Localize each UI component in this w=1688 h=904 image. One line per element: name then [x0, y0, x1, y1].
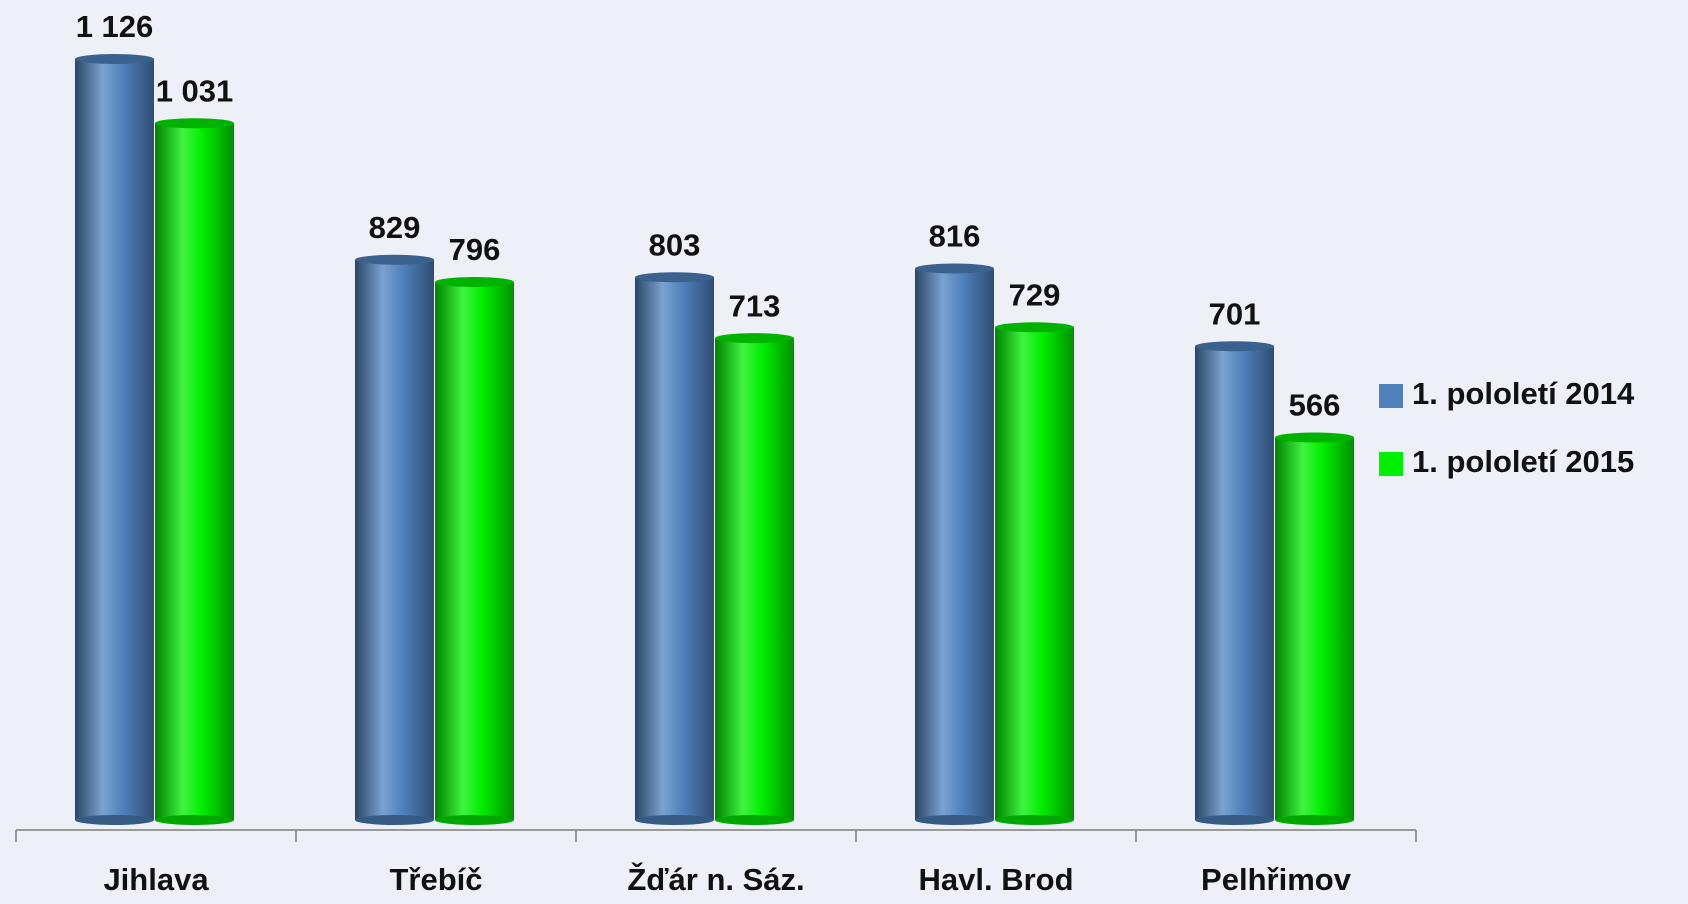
- x-tick-label: Jihlava: [103, 862, 209, 897]
- bar: [155, 123, 234, 821]
- bar-cap: [75, 54, 154, 64]
- bar: [1275, 437, 1354, 820]
- bar-cap: [155, 118, 234, 129]
- bar: [435, 282, 514, 820]
- legend-label: 1. pololetí 2015: [1412, 444, 1634, 479]
- bar-cap: [715, 333, 794, 344]
- bar-cap: [355, 254, 434, 265]
- x-tick-label: Pelhřimov: [1201, 862, 1352, 897]
- bar-cap: [915, 263, 994, 274]
- bar-bottom: [155, 815, 234, 825]
- data-label: 1 031: [156, 73, 234, 108]
- x-tick-label: Třebíč: [389, 862, 482, 897]
- bar: [715, 338, 794, 820]
- data-label: 1 126: [76, 9, 154, 44]
- bar-bottom: [75, 815, 154, 825]
- x-tick-label: Havl. Brod: [918, 862, 1073, 897]
- bar-bottom: [995, 815, 1074, 825]
- bar-cap: [635, 272, 714, 283]
- bar-bottom: [635, 815, 714, 825]
- data-label: 796: [449, 232, 501, 267]
- bar: [915, 268, 994, 820]
- x-tick-label: Žďár n. Sáz.: [627, 861, 804, 897]
- data-label: 816: [929, 219, 981, 254]
- data-label: 701: [1209, 296, 1261, 331]
- data-label: 566: [1289, 388, 1341, 423]
- bar-bottom: [435, 815, 514, 825]
- data-label: 829: [369, 210, 421, 245]
- bar-cap: [995, 322, 1074, 333]
- bar-bottom: [915, 815, 994, 825]
- bar: [355, 259, 434, 820]
- data-label: 803: [649, 227, 701, 262]
- bar-cap: [1275, 432, 1354, 443]
- bar-bottom: [1195, 815, 1274, 825]
- bar-cap: [1195, 341, 1274, 352]
- legend-label: 1. pololetí 2014: [1412, 376, 1635, 411]
- bar: [995, 327, 1074, 820]
- data-label: 729: [1009, 277, 1061, 312]
- bar-bottom: [715, 815, 794, 825]
- legend-swatch: [1379, 384, 1403, 408]
- bar-cap: [435, 277, 514, 288]
- bar: [635, 277, 714, 821]
- bar-bottom: [1275, 815, 1354, 825]
- bar-bottom: [355, 815, 434, 825]
- legend-swatch: [1379, 452, 1403, 476]
- bar: [75, 59, 154, 820]
- bar: [1195, 346, 1274, 820]
- data-label: 713: [729, 288, 781, 323]
